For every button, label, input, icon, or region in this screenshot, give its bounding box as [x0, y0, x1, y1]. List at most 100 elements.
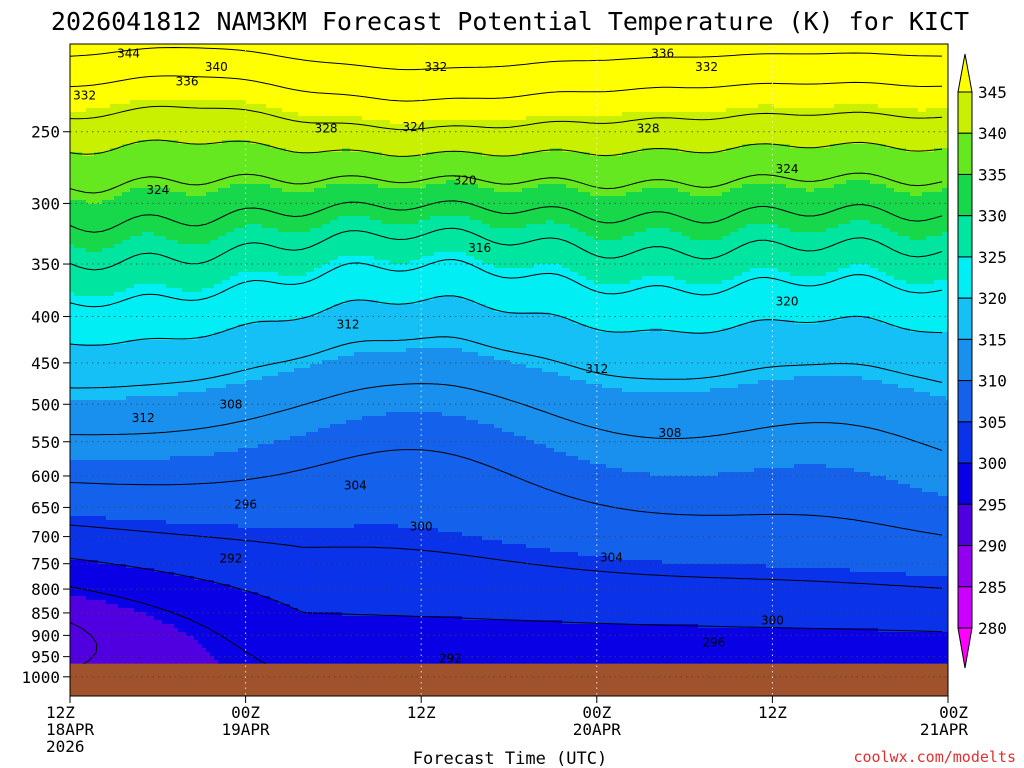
field-cell — [142, 100, 147, 105]
field-cell — [166, 168, 171, 173]
field-cell — [186, 188, 191, 193]
field-cell — [166, 396, 171, 401]
field-cell — [98, 108, 103, 113]
field-cell — [142, 248, 147, 253]
field-cell — [154, 208, 159, 213]
field-cell — [90, 608, 95, 613]
field-cell — [70, 208, 75, 213]
field-cell — [182, 492, 187, 497]
field-cell — [174, 248, 179, 253]
field-cell — [114, 388, 119, 393]
field-cell — [166, 48, 171, 53]
field-cell — [90, 144, 95, 149]
field-cell — [114, 392, 119, 397]
field-cell — [182, 292, 187, 297]
field-cell — [70, 136, 75, 141]
field-cell — [74, 60, 79, 65]
field-cell — [146, 132, 151, 137]
field-cell — [106, 380, 111, 385]
field-cell — [86, 216, 91, 221]
field-cell — [170, 644, 175, 649]
field-cell — [74, 596, 79, 601]
field-cell — [178, 420, 183, 425]
field-cell — [78, 156, 83, 161]
field-cell — [186, 632, 191, 637]
field-cell — [146, 344, 151, 349]
field-cell — [98, 220, 103, 225]
field-cell — [86, 352, 91, 357]
field-cell — [118, 632, 123, 637]
field-cell — [182, 604, 187, 609]
field-cell — [158, 436, 163, 441]
field-cell — [102, 624, 107, 629]
field-cell — [130, 452, 135, 457]
field-cell — [74, 468, 79, 473]
field-cell — [138, 344, 143, 349]
field-cell — [174, 184, 179, 189]
field-cell — [102, 616, 107, 621]
field-cell — [186, 288, 191, 293]
field-cell — [102, 232, 107, 237]
field-cell — [134, 68, 139, 73]
field-cell — [190, 312, 195, 317]
field-cell — [134, 644, 139, 649]
field-cell — [134, 84, 139, 89]
field-cell — [102, 596, 107, 601]
field-cell — [106, 92, 111, 97]
field-cell — [170, 580, 175, 585]
field-cell — [182, 216, 187, 221]
field-cell — [114, 232, 119, 237]
field-cell — [158, 164, 163, 169]
field-cell — [82, 544, 87, 549]
field-cell — [126, 248, 131, 253]
field-cell — [110, 656, 115, 661]
field-cell — [154, 248, 159, 253]
field-cell — [94, 356, 99, 361]
field-cell — [110, 164, 115, 169]
field-cell — [154, 264, 159, 269]
field-cell — [98, 620, 103, 625]
field-cell — [114, 92, 119, 97]
field-cell — [118, 312, 123, 317]
field-cell — [102, 548, 107, 553]
field-cell — [82, 224, 87, 229]
field-cell — [166, 252, 171, 257]
field-cell — [174, 492, 179, 497]
field-cell — [134, 356, 139, 361]
field-cell — [114, 284, 119, 289]
field-cell — [122, 156, 127, 161]
field-cell — [90, 352, 95, 357]
field-cell — [150, 640, 155, 645]
field-cell — [158, 492, 163, 497]
field-cell — [102, 604, 107, 609]
field-cell — [110, 392, 115, 397]
field-cell — [70, 204, 75, 209]
field-cell — [82, 252, 87, 257]
field-cell — [102, 244, 107, 249]
field-cell — [166, 352, 171, 357]
field-cell — [166, 52, 171, 57]
field-cell — [158, 596, 163, 601]
field-cell — [70, 416, 75, 421]
field-cell — [174, 608, 179, 613]
field-cell — [178, 176, 183, 181]
field-cell — [170, 540, 175, 545]
field-cell — [154, 236, 159, 241]
field-cell — [178, 388, 183, 393]
field-cell — [74, 120, 79, 125]
field-cell — [94, 428, 99, 433]
field-cell — [186, 344, 191, 349]
field-cell — [102, 500, 107, 505]
field-cell — [158, 220, 163, 225]
field-cell — [74, 192, 79, 197]
field-cell — [78, 388, 83, 393]
field-cell — [174, 648, 179, 653]
field-cell — [102, 632, 107, 637]
field-cell — [74, 216, 79, 221]
field-cell — [158, 348, 163, 353]
field-cell — [90, 492, 95, 497]
field-cell — [70, 600, 75, 605]
field-cell — [94, 508, 99, 513]
field-cell — [162, 440, 167, 445]
field-cell — [186, 280, 191, 285]
